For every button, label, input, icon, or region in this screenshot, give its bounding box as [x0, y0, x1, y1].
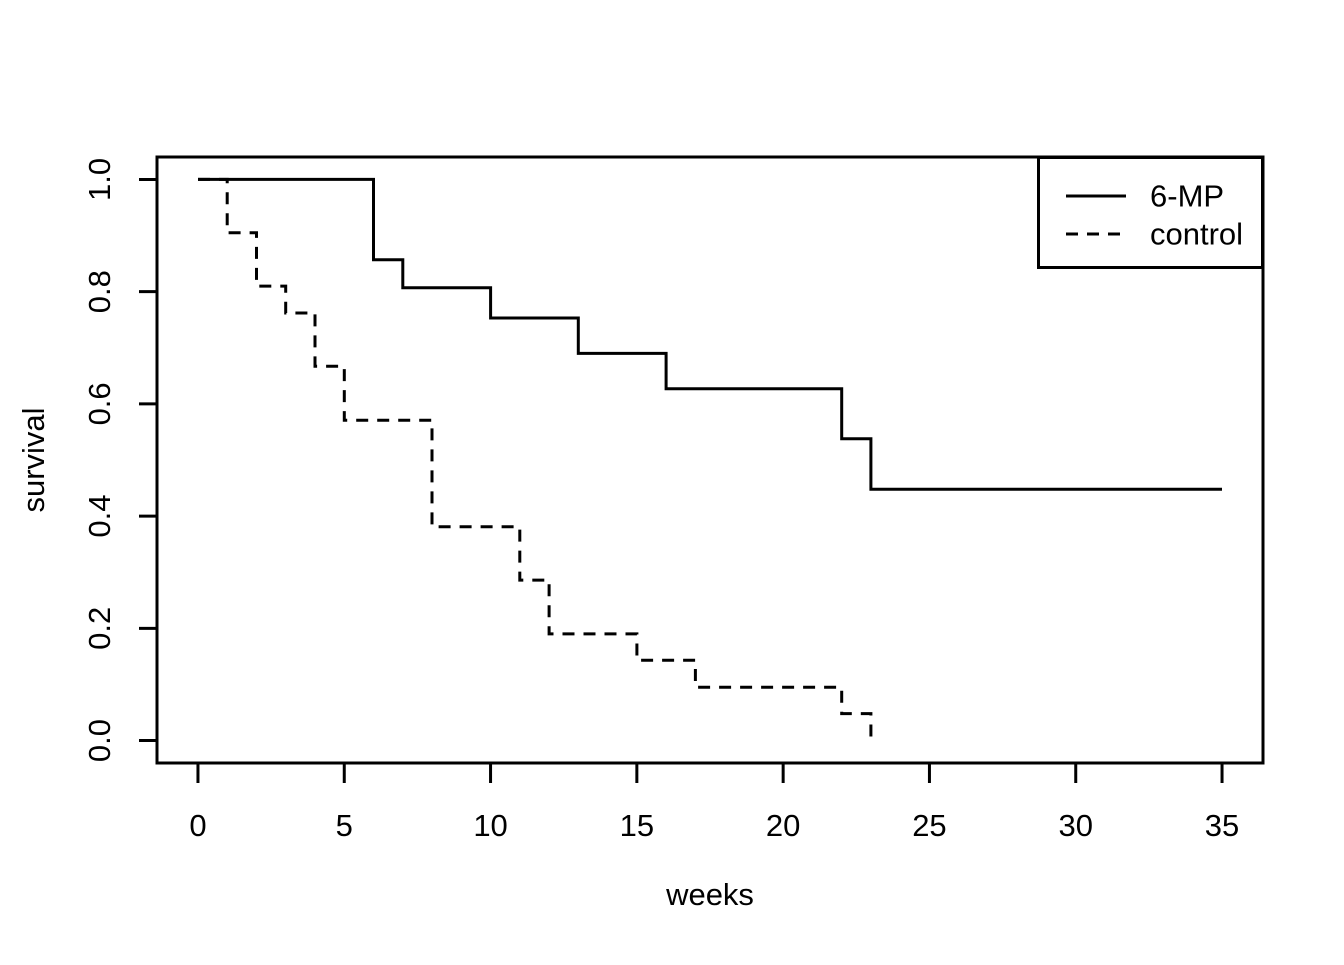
legend-box	[1037, 156, 1264, 269]
y-tick-label: 0.8	[82, 270, 117, 313]
x-tick-label: 35	[1205, 808, 1239, 843]
x-axis-title: weeks	[665, 877, 754, 912]
x-tick-label: 0	[189, 808, 206, 843]
x-axis-ticks: 0 5 10 15 20 25 30 35	[189, 763, 1239, 843]
x-tick-label: 25	[912, 808, 946, 843]
series-lines	[198, 177, 1222, 741]
series-line-control	[198, 177, 873, 741]
y-tick-label: 0.6	[82, 382, 117, 425]
y-tick-label: 1.0	[82, 158, 117, 201]
x-tick-label: 30	[1058, 808, 1092, 843]
series-line-6-mp	[198, 177, 1222, 491]
x-tick-label: 5	[336, 808, 353, 843]
plot-border-box	[155, 155, 1265, 765]
y-tick-label: 0.0	[82, 719, 117, 762]
legend-label-6mp: 6-MP	[1150, 179, 1224, 214]
y-tick-label: 0.4	[82, 495, 117, 538]
x-tick-label: 20	[766, 808, 800, 843]
y-axis-title: survival	[16, 407, 51, 512]
y-axis-ticks: 0.0 0.2 0.4 0.6 0.8 1.0	[82, 158, 157, 762]
y-tick-label: 0.2	[82, 607, 117, 650]
x-tick-label: 15	[620, 808, 654, 843]
legend-label-control: control	[1150, 217, 1243, 252]
x-tick-label: 10	[473, 808, 507, 843]
legend: 6-MP control	[1037, 156, 1264, 269]
